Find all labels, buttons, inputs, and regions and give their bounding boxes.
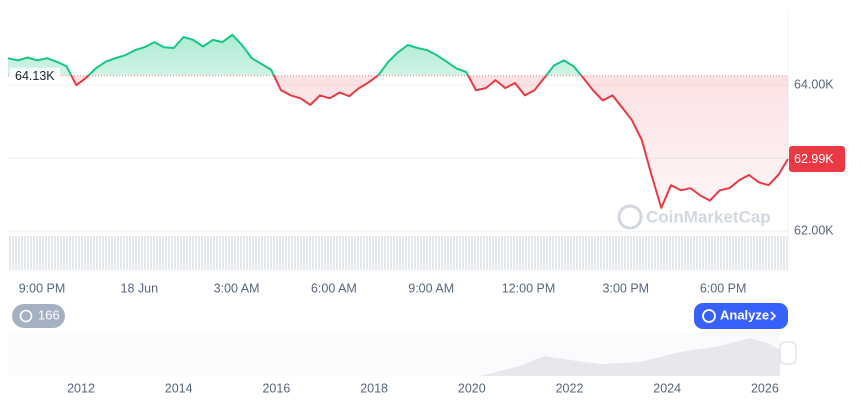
navigator-year: 2014 — [165, 381, 193, 395]
x-tick-label: 9:00 PM — [19, 281, 66, 295]
analyze-button[interactable]: Analyze — [694, 303, 788, 329]
analyze-label: Analyze — [720, 307, 769, 322]
baseline-label: 64.13K — [15, 69, 55, 83]
x-tick-label: 12:00 PM — [502, 281, 556, 295]
volume-bars — [8, 236, 788, 270]
navigator-year: 2016 — [262, 381, 290, 395]
x-tick-label: 3:00 AM — [214, 281, 260, 295]
navigator-area — [480, 338, 780, 376]
history-button[interactable]: 166 — [12, 304, 65, 328]
navigator-year: 2012 — [67, 381, 95, 395]
price-line — [7, 33, 789, 209]
x-tick-label: 18 Jun — [121, 281, 159, 295]
watermark: CoinMarketCap — [617, 204, 771, 230]
baseline-label-bg — [10, 67, 60, 84]
price-tag-label: 62.99K — [794, 152, 834, 166]
history-count: 166 — [38, 307, 60, 322]
navigator-year: 2020 — [458, 381, 486, 395]
x-tick-label: 3:00 PM — [603, 281, 650, 295]
navigator-year: 2024 — [653, 381, 681, 395]
navigator-year: 2026 — [751, 381, 779, 395]
y-tick-label: 62.00K — [794, 224, 834, 238]
watermark-text: CoinMarketCap — [646, 207, 771, 226]
x-tick-label: 9:00 AM — [408, 281, 454, 295]
navigator-handle[interactable] — [779, 341, 797, 365]
x-tick-label: 6:00 PM — [700, 281, 747, 295]
navigator-year: 2018 — [360, 381, 388, 395]
price-area — [8, 34, 788, 208]
x-tick-label: 6:00 AM — [311, 281, 357, 295]
y-tick-label: 64.00K — [794, 78, 834, 92]
price-tag — [789, 145, 845, 172]
navigator-year: 2022 — [556, 381, 584, 395]
